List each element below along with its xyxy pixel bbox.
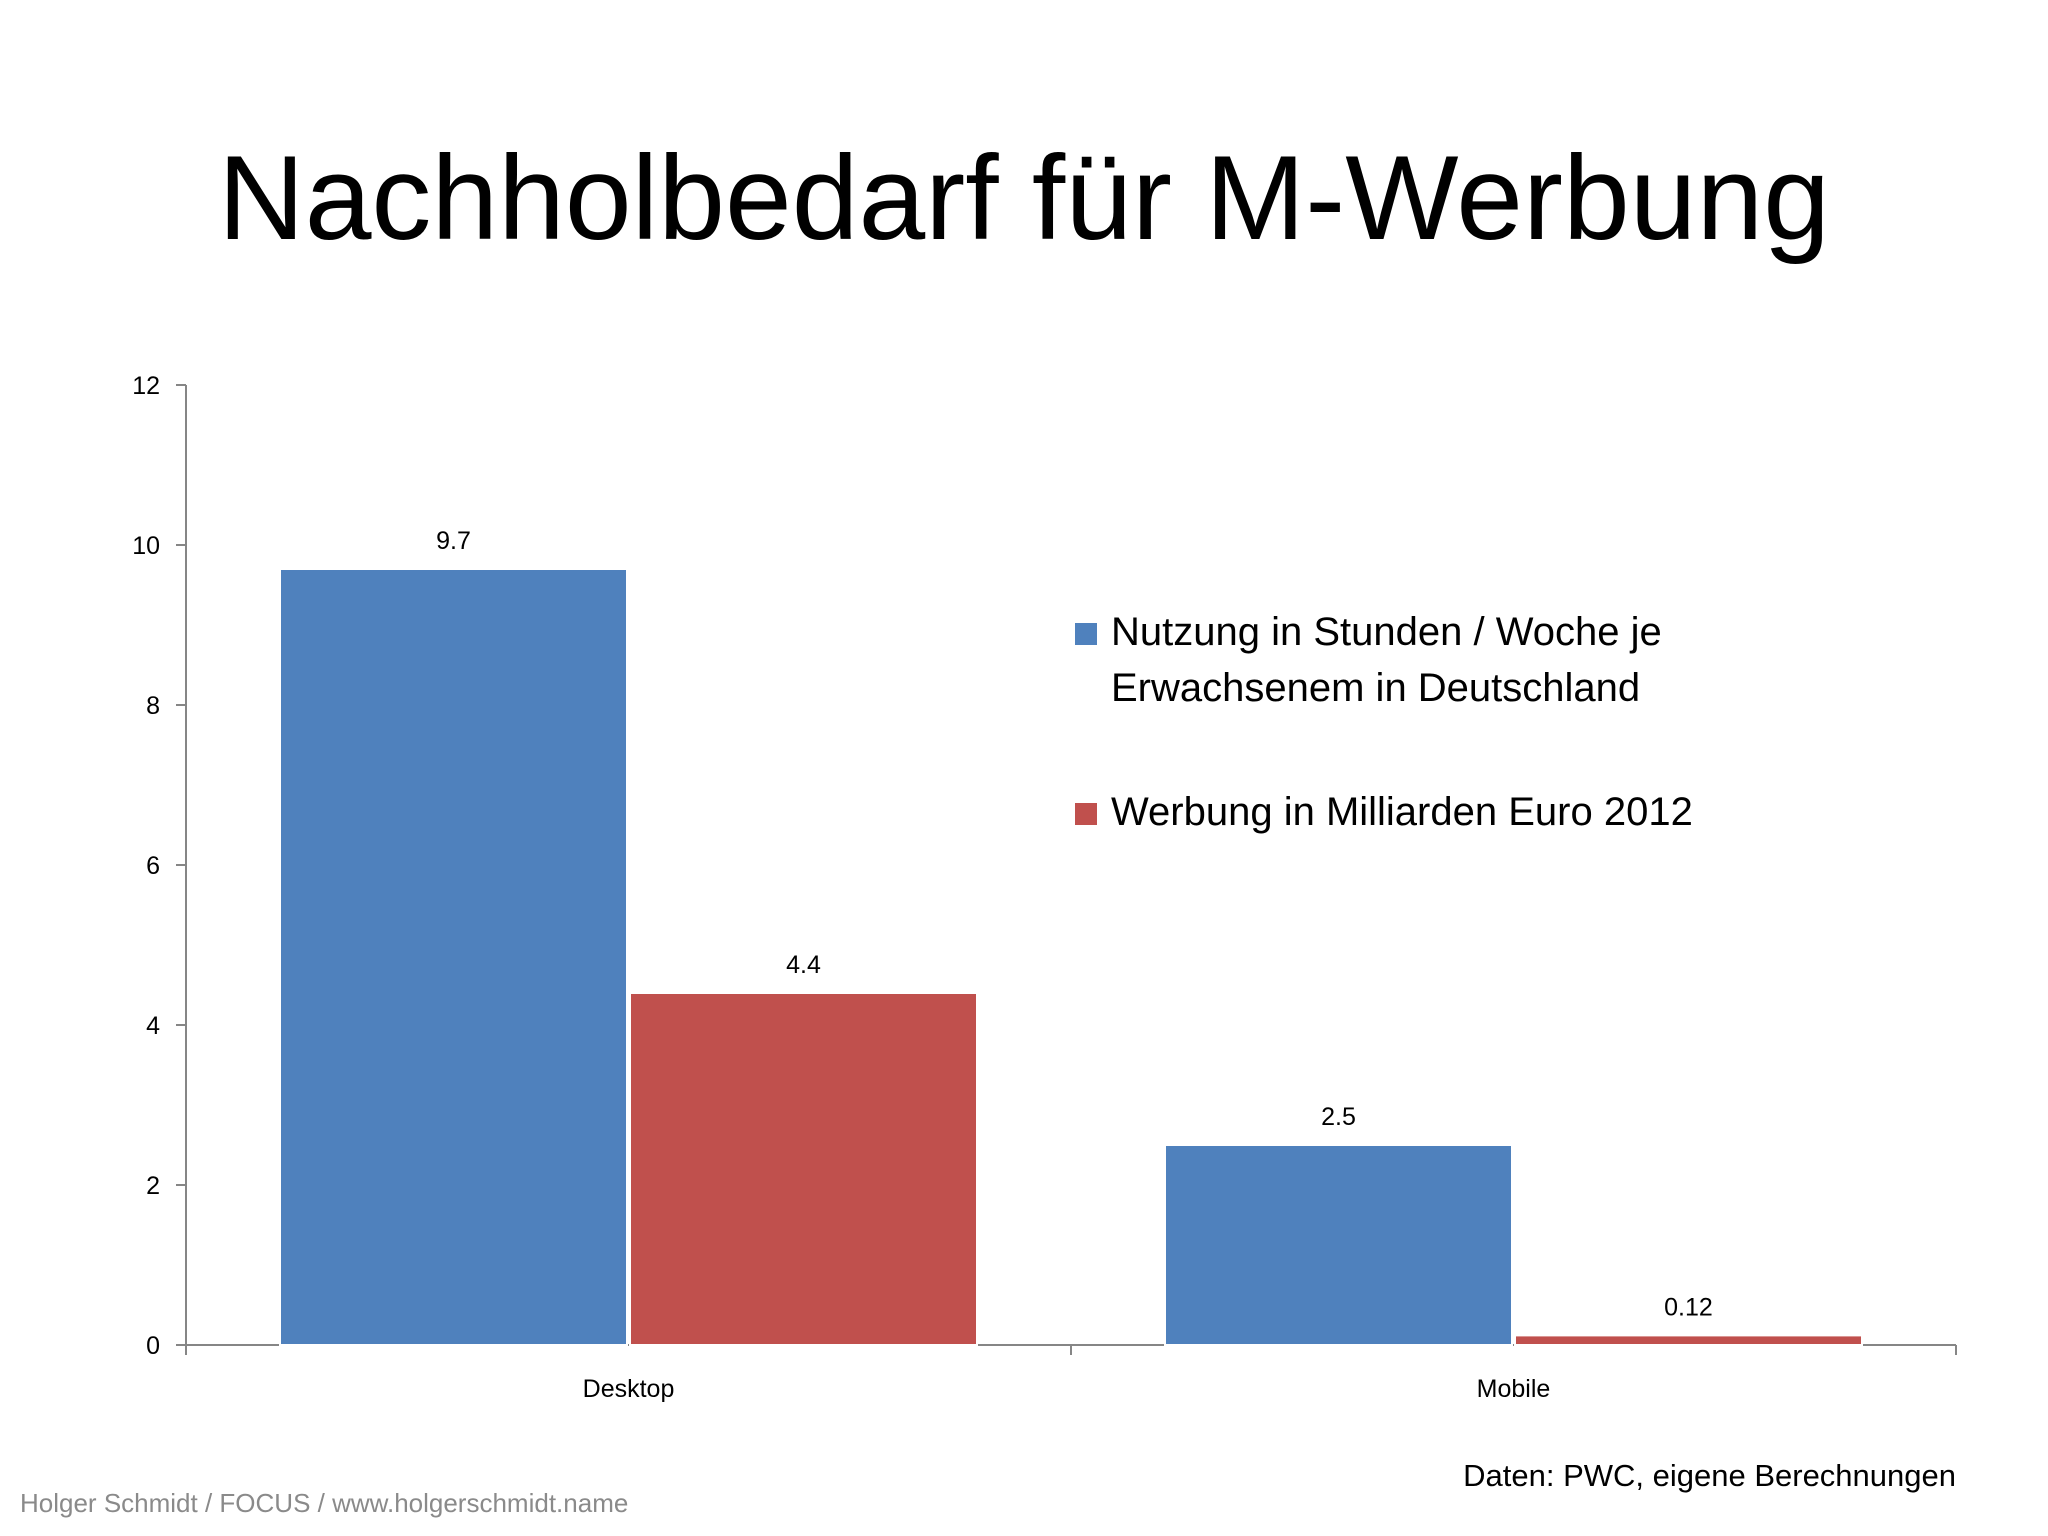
legend-label-nutzung: Nutzung in Stunden / Woche je Erwachsene… — [1111, 610, 1662, 710]
data-label: 2.5 — [1321, 1103, 1356, 1131]
y-tick-label: 0 — [146, 1332, 160, 1360]
data-label: 9.7 — [436, 527, 471, 555]
legend-item-nutzung: Nutzung in Stunden / Woche je Erwachsene… — [1075, 604, 1775, 716]
legend-swatch-blue — [1075, 623, 1097, 645]
chart-legend: Nutzung in Stunden / Woche je Erwachsene… — [1075, 604, 1775, 840]
source-note: Daten: PWC, eigene Berechnungen — [1463, 1458, 1956, 1493]
y-tick-label: 8 — [146, 692, 160, 720]
x-tick-label: Mobile — [1477, 1375, 1551, 1403]
author-credit: Holger Schmidt / FOCUS / www.holgerschmi… — [20, 1488, 629, 1518]
legend-label-werbung: Werbung in Milliarden Euro 2012 — [1111, 790, 1693, 834]
data-label: 0.12 — [1664, 1293, 1713, 1321]
bar-mobile-series-1 — [1514, 1334, 1863, 1347]
bar-desktop-series-0 — [279, 568, 628, 1346]
y-tick-label: 2 — [146, 1172, 160, 1200]
bar-mobile-series-0 — [1164, 1144, 1513, 1346]
legend-item-werbung: Werbung in Milliarden Euro 2012 — [1075, 784, 1775, 840]
page-title: Nachholbedarf für M-Werbung — [218, 131, 1830, 265]
bar-desktop-series-1 — [629, 992, 978, 1346]
y-tick-label: 4 — [146, 1012, 160, 1040]
data-label: 4.4 — [786, 951, 821, 979]
y-tick-label: 12 — [132, 372, 160, 400]
x-tick-label: Desktop — [583, 1375, 675, 1403]
y-tick-label: 10 — [132, 532, 160, 560]
y-tick-label: 6 — [146, 852, 160, 880]
legend-swatch-red — [1075, 803, 1097, 825]
